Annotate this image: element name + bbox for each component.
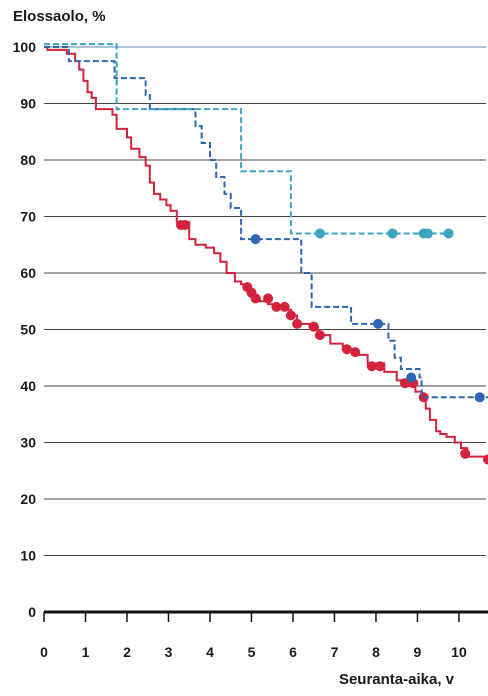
gridlines — [44, 46, 486, 556]
censor-marker — [271, 301, 282, 312]
x-tick-label: 6 — [289, 644, 297, 660]
series-3 — [44, 43, 454, 239]
censor-marker — [341, 344, 352, 355]
y-tick-label: 0 — [28, 604, 36, 620]
y-tick-label: 100 — [13, 39, 37, 55]
series-3-curve — [44, 43, 449, 235]
y-axis-label: Elossaolo, % — [13, 8, 106, 25]
censor-marker — [292, 318, 303, 329]
series-2 — [44, 46, 488, 403]
censor-marker — [308, 321, 319, 332]
censor-marker — [443, 228, 454, 239]
censor-marker — [250, 293, 261, 304]
y-tick-label: 80 — [20, 152, 36, 168]
y-tick-label: 70 — [20, 209, 36, 225]
censor-marker — [250, 234, 261, 245]
x-tick-label: 0 — [40, 644, 48, 660]
censor-marker — [483, 454, 488, 465]
censor-marker — [314, 330, 325, 341]
x-axis-label: Seuranta-aika, v — [339, 671, 455, 688]
censor-marker — [460, 448, 471, 459]
censor-marker — [350, 347, 361, 358]
y-tick-label: 30 — [20, 435, 36, 451]
censor-marker — [406, 372, 417, 383]
x-tick-label: 3 — [165, 644, 173, 660]
y-tick-label: 50 — [20, 322, 36, 338]
x-tick-label: 2 — [123, 644, 131, 660]
series-1 — [44, 46, 488, 465]
censor-marker — [279, 301, 290, 312]
y-tick-label: 10 — [20, 548, 36, 564]
censor-marker — [314, 228, 325, 239]
x-tick-label: 1 — [82, 644, 90, 660]
x-tick-label: 10 — [451, 644, 467, 660]
series-2-curve — [44, 46, 488, 399]
x-tick-label: 5 — [248, 644, 256, 660]
x-tick-label: 4 — [206, 644, 214, 660]
censor-marker — [373, 318, 384, 329]
y-tick-label: 60 — [20, 265, 36, 281]
censor-marker — [422, 228, 433, 239]
x-tick-label: 9 — [414, 644, 422, 660]
censor-marker — [285, 310, 296, 321]
y-tick-label: 40 — [20, 378, 36, 394]
x-axis: 0 1 2 3 4 5 6 7 8 9 10 — [40, 610, 488, 660]
x-tick-label: 7 — [331, 644, 339, 660]
y-tick-labels: 0 10 20 30 40 50 60 70 80 90 100 — [13, 39, 37, 620]
y-tick-label: 90 — [20, 96, 36, 112]
censor-marker — [180, 219, 191, 230]
y-tick-label: 20 — [20, 491, 36, 507]
x-tick-label: 8 — [372, 644, 380, 660]
censor-marker — [387, 228, 398, 239]
censor-marker — [263, 293, 274, 304]
censor-marker — [375, 361, 386, 372]
censor-marker — [366, 361, 377, 372]
censor-marker — [474, 392, 485, 403]
survival-curves — [44, 43, 488, 465]
